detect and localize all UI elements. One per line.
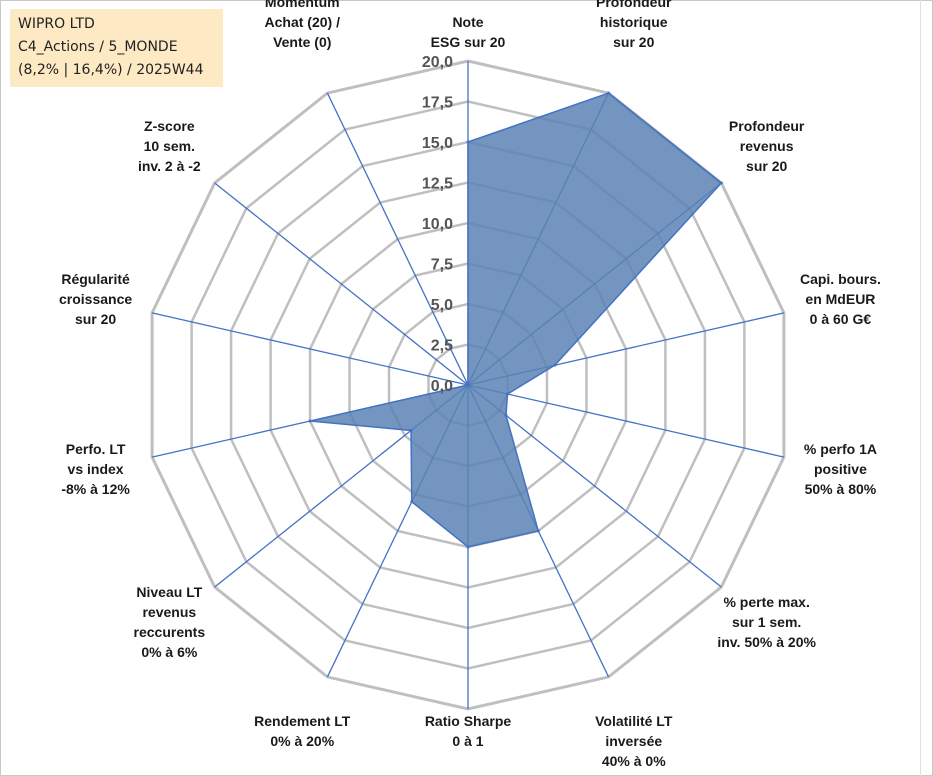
data-point [466,545,470,549]
tick-label: 15,0 [422,135,453,152]
axis-label: Rendement LT [254,713,351,729]
axis-label-group: % perte max. sur 1 sem. inv. 50% à 20% [717,594,816,650]
data-point [466,140,470,144]
data-point [607,91,611,95]
axis-label: 0 à 60 G€ [810,311,872,327]
axis-label: Niveau LT [136,584,202,600]
axis-spoke [467,384,722,588]
axis-label: sur 20 [75,311,116,327]
axis-label: Régularité [61,271,130,287]
axis-label-group: Profondeur historique sur 20 [596,0,672,50]
axis-spoke [467,384,785,458]
data-point [505,392,509,396]
chart-title-box: WIPRO LTD C4_Actions / 5_MONDE (8,2% | 1… [10,9,223,87]
tick-label: 0,0 [431,378,453,395]
axis-label-group: Régularité croissance sur 20 [59,271,132,327]
axis-label: positive [814,461,867,477]
axis-label: Profondeur [596,0,672,10]
axis-label-group: Momentum Achat (20) / Vente (0) [265,0,341,50]
axis-label: 0 à 1 [452,733,483,749]
axis-label: revenus [142,604,196,620]
axis-label: sur 20 [613,34,654,50]
axis-label: Momentum [265,0,340,10]
axis-label-group: Z-score 10 sem. inv. 2 à -2 [138,118,201,174]
axis-label: 40% à 0% [602,753,666,769]
axis-label: Capi. bours. [800,271,881,287]
axis-label: inversée [605,733,662,749]
axis-label: sur 20 [746,158,787,174]
axis-spoke [151,312,469,386]
series-area [309,92,723,548]
title-line-1: WIPRO LTD [18,16,95,32]
data-point [409,428,413,432]
axis-label-group: Note ESG sur 20 [431,14,506,50]
axis-label: Volatilité LT [595,713,673,729]
tick-label: 12,5 [422,176,453,193]
data-point [410,500,414,504]
axis-label-group: Niveau LT revenus reccurents 0% à 6% [134,584,206,660]
axis-label: revenus [740,138,794,154]
axis-label-group: Perfo. LT vs index -8% à 12% [61,441,130,497]
axis-label-group: Profondeur revenus sur 20 [729,118,805,174]
axis-spoke [326,92,469,386]
tick-label: 2,5 [431,338,453,355]
data-point [466,383,470,387]
axis-label: reccurents [134,624,206,640]
axis-label: 0% à 20% [270,733,334,749]
tick-label: 20,0 [422,54,453,71]
tick-label: 5,0 [431,297,453,314]
axis-label: Ratio Sharpe [425,713,512,729]
axis-label: % perfo 1A [804,441,877,457]
axis-label-group: Capi. bours. en MdEUR 0 à 60 G€ [800,271,881,327]
axis-label: ESG sur 20 [431,34,506,50]
radar-axis-labels: Note ESG sur 20 Profondeur historique sur 20… [59,0,881,769]
axis-label: croissance [59,291,132,307]
axis-label: vs index [68,461,124,477]
axis-label-group: Ratio Sharpe 0 à 1 [425,713,512,749]
axis-label: inv. 50% à 20% [717,634,816,650]
axis-label: en MdEUR [805,291,875,307]
data-point [536,529,540,533]
data-point [553,363,557,367]
axis-label: Vente (0) [273,34,331,50]
axis-label: 0% à 6% [141,644,198,660]
axis-label: Note [452,14,483,30]
axis-label: 50% à 80% [805,481,877,497]
axis-label-group: Rendement LT 0% à 20% [254,713,351,749]
data-point [719,181,723,185]
axis-label: Z-score [144,118,195,134]
tick-label: 7,5 [431,257,453,274]
axis-label: -8% à 12% [61,481,130,497]
chart-border-right [920,0,921,776]
title-line-2: C4_Actions / 5_MONDE [18,39,178,55]
axis-label-group: % perfo 1A positive 50% à 80% [804,441,877,497]
axis-label-group: Volatilité LT inversée 40% à 0% [595,713,673,769]
tick-label: 10,0 [422,216,453,233]
axis-label: sur 1 sem. [732,614,801,630]
radar-tick-labels: 0,0 2,5 5,0 7,5 10,0 12,5 15,0 17,5 20,0 [422,54,453,395]
axis-spoke [214,182,469,386]
axis-label: Perfo. LT [66,441,126,457]
axis-label: Achat (20) / [265,14,341,30]
data-point [504,413,508,417]
axis-label: 10 sem. [144,138,195,154]
axis-label: % perte max. [723,594,809,610]
axis-label: Profondeur [729,118,805,134]
title-line-3: (8,2% | 16,4%) / 2025W44 [18,62,204,78]
radar-series [308,91,723,549]
axis-label: inv. 2 à -2 [138,158,201,174]
tick-label: 17,5 [422,95,453,112]
axis-label: historique [600,14,668,30]
data-point [308,419,312,423]
